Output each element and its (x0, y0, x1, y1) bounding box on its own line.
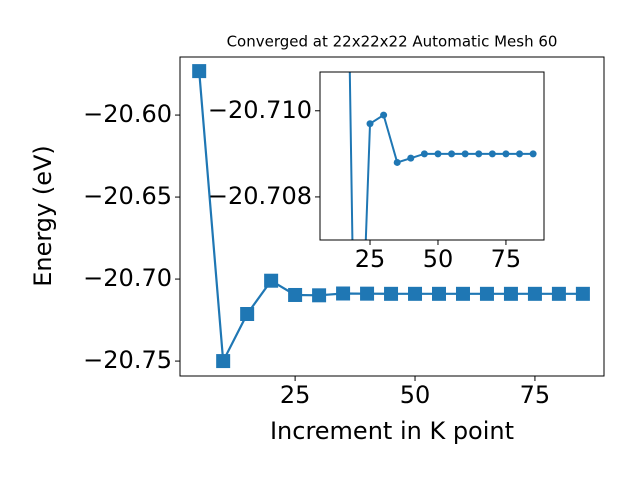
marker (502, 150, 510, 158)
marker (527, 286, 542, 301)
marker (380, 111, 388, 119)
x-tick-label: 25 (280, 381, 311, 409)
plot-layer (348, 72, 537, 240)
marker (288, 287, 303, 302)
marker (434, 150, 442, 158)
plot-area (320, 72, 544, 240)
x-tick-label: 50 (400, 381, 431, 409)
plot-frame (319, 71, 545, 241)
marker (455, 286, 470, 301)
y-tick-label: −20.75 (83, 346, 172, 374)
marker (366, 120, 374, 128)
x-tick-label: 25 (355, 245, 386, 273)
marker (461, 150, 469, 158)
marker (216, 354, 231, 369)
x-tick-label: 50 (423, 245, 454, 273)
x-tick-label: 75 (520, 381, 551, 409)
marker (479, 286, 494, 301)
marker (420, 150, 428, 158)
x-axis-label: Increment in K point (270, 417, 514, 445)
marker (192, 64, 207, 79)
marker (384, 286, 399, 301)
y-tick-label: −20.60 (83, 100, 172, 128)
marker (408, 286, 423, 301)
marker (503, 286, 518, 301)
marker (516, 150, 524, 158)
marker (488, 150, 496, 158)
y-tick-label: −20.70 (83, 264, 172, 292)
marker (448, 150, 456, 158)
y-tick-label: −20.708 (208, 182, 312, 210)
y-tick-label: −20.65 (83, 182, 172, 210)
marker (312, 288, 327, 303)
marker (432, 286, 447, 301)
marker (475, 150, 483, 158)
plot-layer (192, 64, 590, 369)
marker (407, 154, 415, 162)
y-tick-label: −20.710 (208, 96, 312, 124)
marker (529, 150, 537, 158)
marker (240, 307, 255, 322)
marker (264, 273, 279, 288)
marker (393, 158, 401, 166)
marker (336, 286, 351, 301)
marker (551, 286, 566, 301)
plot-frame (179, 56, 605, 377)
y-axis-label: Energy (eV) (29, 145, 57, 287)
marker (360, 286, 375, 301)
x-tick-label: 75 (491, 245, 522, 273)
chart-title: Converged at 22x22x22 Automatic Mesh 60 (227, 33, 558, 51)
marker (575, 286, 590, 301)
